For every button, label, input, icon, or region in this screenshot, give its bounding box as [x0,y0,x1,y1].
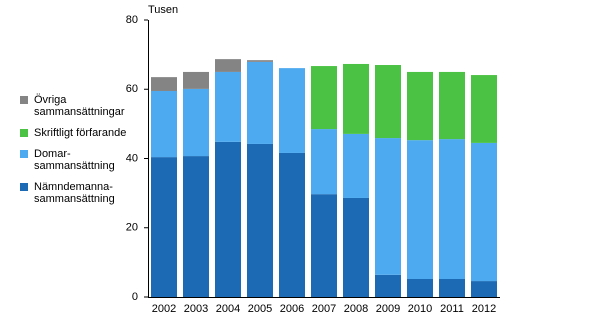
bar-segment [471,75,497,143]
x-tick-label: 2004 [216,303,240,315]
legend-label: Skriftligt förfarande [34,127,127,139]
legend-label: Domar-sammansättning [34,148,115,172]
bar-segment [183,88,209,157]
bar-segment [343,63,369,134]
x-tick-label: 2009 [376,303,400,315]
x-tick-label: 2002 [152,303,176,315]
y-tick-label: 60 [126,83,138,95]
bar-segment [375,274,401,297]
bar-segment [247,143,273,297]
bar-segment [471,281,497,297]
bar-segment [375,138,401,275]
bar-segment [183,71,209,89]
bar-segment [407,71,433,141]
legend-item: Övriga sammansättningar [20,94,132,118]
legend: Övriga sammansättningar Skriftligt förfar… [20,94,132,214]
bar-segment [439,71,465,140]
bar-segment [151,77,177,91]
x-tick-label: 2006 [280,303,304,315]
y-tick-label: 40 [126,152,138,164]
bar-segment [215,59,241,72]
y-tick-label: 0 [132,291,138,303]
y-axis-unit: Tusen [148,4,178,16]
bar-segment [151,90,177,158]
legend-label: Nämndemanna-sammansättning [34,181,115,205]
y-tick-label: 20 [126,222,138,234]
bar-segment [343,133,369,198]
bar-segment [311,194,337,297]
legend-item: Skriftligt förfarande [20,127,132,139]
bar-segment [279,68,305,153]
x-tick-label: 2003 [184,303,208,315]
bar-segment [215,141,241,297]
bar-segment [471,142,497,282]
bar-segment [215,71,241,142]
bar-segment [343,197,369,297]
bar-segment [311,66,337,130]
bar-segment [279,152,305,297]
bar-segment [407,278,433,297]
legend-label: Övriga sammansättningar [34,94,125,118]
legend-swatch [20,129,28,137]
bar-segment [439,139,465,279]
x-tick-label: 2011 [440,303,464,315]
x-tick-label: 2010 [408,303,432,315]
x-tick-label: 2012 [472,303,496,315]
bar-segment [247,61,273,144]
bar-segment [439,278,465,297]
bar-segment [247,60,273,62]
x-tick-label: 2007 [312,303,336,315]
legend-swatch [20,183,28,191]
legend-item: Domar-sammansättning [20,148,132,172]
bar-segment [407,140,433,279]
x-tick-label: 2005 [248,303,272,315]
bar-segment [183,156,209,297]
x-tick-label: 2008 [344,303,368,315]
legend-swatch [20,96,28,104]
legend-item: Nämndemanna-sammansättning [20,181,132,205]
bar-segment [151,157,177,297]
y-tick-label: 80 [126,14,138,26]
bar-segment [311,129,337,195]
bar-segment [375,65,401,139]
legend-swatch [20,150,28,158]
